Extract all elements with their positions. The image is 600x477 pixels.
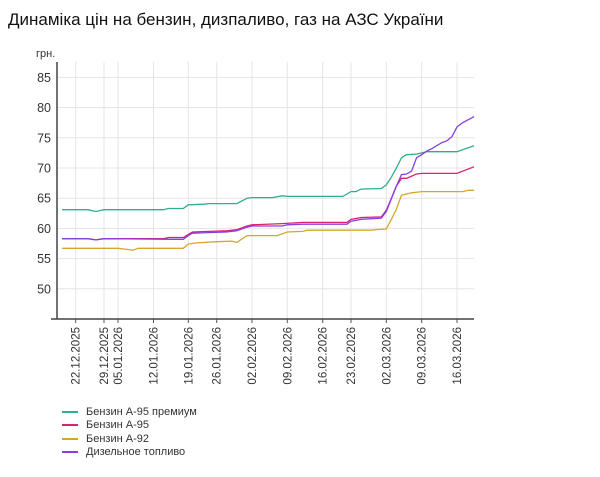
x-tick-label: 29.12.2025 bbox=[99, 327, 111, 385]
legend: Бензин А-95 премиум Бензин А-95 Бензин А-9… bbox=[62, 405, 197, 459]
legend-label: Бензин А-92 bbox=[86, 432, 149, 445]
legend-label: Бензин А-95 премиум bbox=[86, 405, 197, 418]
x-tick-label: 02.03.2026 bbox=[381, 327, 393, 385]
y-tick-label: 65 bbox=[37, 192, 51, 206]
legend-label: Дизельное топливо bbox=[86, 446, 186, 459]
x-tick-label: 16.03.2026 bbox=[452, 327, 464, 385]
y-tick-label: 55 bbox=[37, 252, 51, 266]
series-line bbox=[62, 166, 475, 241]
series-line bbox=[62, 189, 474, 251]
legend-swatch bbox=[62, 451, 78, 454]
y-axis-label: грн. bbox=[36, 48, 55, 60]
x-tick-label: 16.02.2026 bbox=[318, 327, 330, 385]
legend-swatch bbox=[62, 424, 78, 427]
series-line bbox=[62, 116, 475, 241]
y-tick-label: 85 bbox=[37, 71, 51, 85]
x-tick-label: 05.01.2026 bbox=[113, 327, 125, 385]
x-tick-label: 19.01.2026 bbox=[183, 327, 195, 385]
y-tick-label: 80 bbox=[37, 101, 51, 115]
x-tick-label: 23.02.2026 bbox=[346, 327, 358, 385]
legend-item[interactable]: Бензин А-92 bbox=[62, 432, 197, 446]
y-tick-label: 50 bbox=[37, 282, 51, 296]
x-tick-label: 26.01.2026 bbox=[212, 327, 224, 385]
legend-item[interactable]: Бензин А-95 премиум bbox=[62, 405, 197, 419]
x-tick-label: 09.02.2026 bbox=[282, 327, 294, 385]
x-tick-label: 09.03.2026 bbox=[417, 327, 429, 385]
legend-label: Бензин А-95 bbox=[86, 419, 149, 432]
x-tick-label: 22.12.2025 bbox=[71, 327, 83, 385]
series-line bbox=[62, 145, 475, 213]
chart-title: Динаміка цін на бензин, дизпаливо, газ н… bbox=[8, 10, 444, 29]
y-tick-label: 75 bbox=[37, 131, 51, 145]
y-tick-label: 60 bbox=[37, 222, 51, 236]
x-tick-label: 12.01.2026 bbox=[149, 327, 161, 385]
legend-swatch bbox=[62, 410, 78, 413]
legend-item[interactable]: Дизельное топливо bbox=[62, 446, 197, 460]
legend-item[interactable]: Бензин А-95 bbox=[62, 419, 197, 433]
legend-swatch bbox=[62, 437, 78, 440]
x-tick-label: 02.02.2026 bbox=[247, 327, 259, 385]
y-tick-label: 70 bbox=[37, 162, 51, 176]
